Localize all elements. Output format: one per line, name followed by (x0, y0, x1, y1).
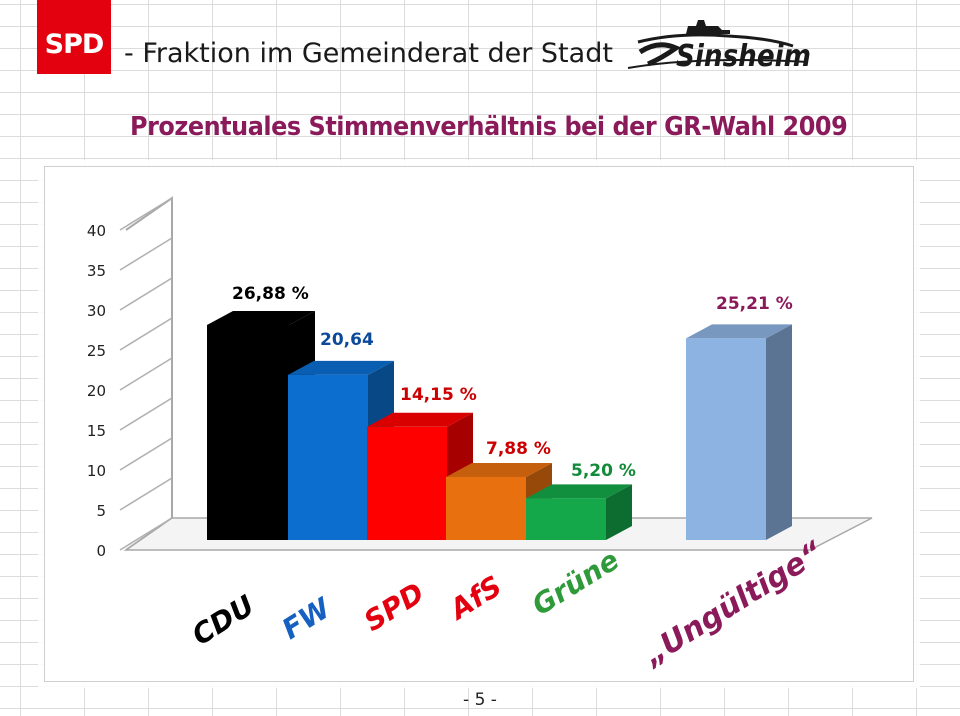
bar-top (686, 324, 792, 339)
y-tick-line (119, 237, 173, 271)
chart-title: Prozentuales Stimmenverhältnis bei der G… (130, 112, 848, 142)
y-tick-label: 15 (87, 422, 106, 440)
bar-front (367, 426, 447, 540)
header-title: - Fraktion im Gemeinderat der Stadt (124, 38, 613, 69)
y-tick-label: 10 (87, 462, 106, 480)
bar-front (446, 476, 526, 540)
data-label-5: 25,21 % (716, 294, 793, 314)
bar-5 (686, 324, 792, 540)
data-label-0: 26,88 % (232, 284, 309, 304)
y-tick-line (119, 437, 173, 471)
y-tick-label: 5 (96, 502, 106, 520)
bar-top (207, 310, 315, 325)
page-number: - 5 - (463, 690, 497, 710)
category-label-1: FW (276, 591, 337, 646)
y-tick-line (119, 397, 173, 431)
category-label-0: CDU (186, 589, 260, 652)
bar-front (207, 324, 289, 540)
bar-front (526, 498, 606, 540)
bar-front (686, 338, 766, 540)
data-label-4: 5,20 % (571, 461, 636, 481)
bar-4 (526, 484, 632, 540)
bar-side (766, 324, 792, 540)
sinsheim-logo-text: Sinsheim (676, 39, 811, 74)
spd-logo: SPD (37, 0, 111, 74)
y-tick-label: 30 (87, 302, 106, 320)
bar-top (288, 360, 394, 375)
y-tick-line (119, 477, 173, 511)
y-tick-label: 40 (87, 222, 106, 240)
bar-top (446, 462, 552, 477)
category-label-2: SPD (358, 576, 430, 638)
bar-top (526, 484, 632, 499)
data-label-1: 20,64 (320, 330, 374, 350)
y-tick-label: 20 (87, 382, 106, 400)
y-tick-label: 0 (96, 542, 106, 560)
bars-layer (207, 310, 792, 540)
y-tick-line (119, 357, 173, 391)
sinsheim-logo: Sinsheim (627, 20, 811, 74)
y-tick-line (119, 317, 173, 351)
y-tick-line (119, 517, 173, 551)
category-label-4: Grüne (526, 543, 625, 622)
bar-side (606, 484, 632, 540)
bar-front (288, 374, 368, 540)
category-label-5: „Ungültige“ (636, 535, 830, 674)
data-label-3: 7,88 % (486, 439, 551, 459)
y-tick-line (119, 197, 173, 231)
back-wall (125, 196, 173, 551)
data-label-2: 14,15 % (400, 385, 477, 405)
y-tick-label: 35 (87, 262, 106, 280)
bar-top (367, 412, 473, 427)
category-label-3: AfS (443, 569, 508, 627)
y-tick-line (119, 277, 173, 311)
y-tick-label: 25 (87, 342, 106, 360)
